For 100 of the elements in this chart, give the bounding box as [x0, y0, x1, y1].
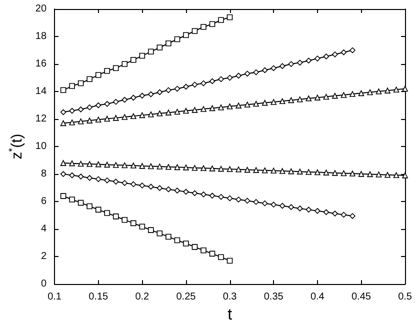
point	[209, 250, 216, 257]
point	[350, 170, 356, 176]
point	[112, 214, 119, 220]
point	[253, 167, 259, 173]
point	[78, 200, 84, 206]
point	[86, 76, 92, 82]
point	[139, 112, 146, 118]
y-tick-label: 0	[40, 278, 47, 290]
point	[122, 61, 128, 67]
point	[112, 65, 119, 72]
point	[226, 103, 233, 110]
y-tick-label: 10	[35, 141, 47, 152]
point	[86, 203, 92, 210]
point	[262, 167, 268, 174]
point	[332, 51, 338, 58]
point	[156, 44, 163, 50]
point	[166, 87, 172, 94]
point	[192, 82, 198, 88]
point	[200, 248, 206, 254]
y-tick-label: 20	[35, 4, 47, 14]
point	[122, 96, 128, 103]
point	[236, 196, 242, 202]
point	[112, 98, 119, 105]
point	[332, 210, 338, 216]
point	[262, 200, 268, 206]
y-tick-label: 8	[40, 168, 47, 180]
point	[174, 36, 180, 42]
point	[218, 166, 224, 172]
point	[174, 188, 180, 194]
point	[200, 80, 206, 86]
point	[376, 88, 382, 94]
point	[296, 96, 303, 102]
point	[288, 168, 294, 174]
point	[244, 166, 250, 173]
point	[183, 32, 189, 38]
point	[209, 105, 216, 112]
point	[148, 227, 154, 233]
y-tick-label: 14	[35, 86, 47, 98]
point	[122, 162, 128, 168]
point	[279, 202, 286, 209]
point	[288, 61, 294, 67]
point	[209, 21, 216, 28]
point	[78, 174, 84, 180]
point	[314, 169, 320, 176]
point	[218, 194, 224, 200]
y-tick-label: 6	[40, 196, 47, 208]
point	[226, 258, 233, 264]
point	[279, 98, 286, 104]
point	[156, 185, 163, 191]
point	[192, 164, 198, 171]
x-tick-label: 0.45	[352, 292, 372, 303]
point	[60, 171, 66, 177]
point	[174, 237, 180, 244]
point	[384, 172, 390, 178]
point	[148, 184, 154, 190]
point	[69, 172, 75, 178]
point	[148, 91, 154, 98]
point	[112, 162, 119, 168]
point	[192, 244, 198, 250]
point	[218, 76, 224, 82]
point	[60, 193, 66, 199]
point	[122, 180, 128, 186]
point	[86, 118, 92, 124]
point	[209, 166, 216, 172]
point	[69, 83, 75, 89]
point	[166, 164, 172, 170]
point	[236, 102, 242, 108]
point	[95, 72, 102, 78]
point	[209, 78, 216, 84]
x-tick-label: 0.35	[264, 292, 284, 303]
point	[95, 161, 102, 168]
point	[139, 92, 146, 99]
point	[253, 100, 259, 107]
point	[340, 92, 347, 98]
point	[296, 60, 303, 66]
point	[130, 181, 136, 188]
point	[358, 171, 364, 177]
point	[192, 28, 198, 34]
point	[69, 196, 75, 202]
point	[367, 89, 373, 96]
point	[156, 89, 163, 96]
x-tick-label: 0.1	[48, 292, 62, 303]
point	[95, 176, 102, 182]
point	[358, 90, 364, 96]
y-tick-label: 2	[40, 251, 47, 262]
point	[148, 48, 154, 55]
point	[306, 58, 312, 64]
point	[69, 160, 75, 166]
point	[139, 224, 146, 230]
point	[86, 161, 92, 167]
point	[306, 96, 312, 102]
point	[296, 168, 303, 174]
point	[314, 94, 320, 100]
point	[340, 212, 347, 218]
point	[139, 163, 146, 169]
point	[226, 14, 233, 20]
point	[332, 170, 338, 176]
point	[95, 102, 102, 108]
point	[104, 210, 110, 216]
point	[174, 164, 180, 170]
